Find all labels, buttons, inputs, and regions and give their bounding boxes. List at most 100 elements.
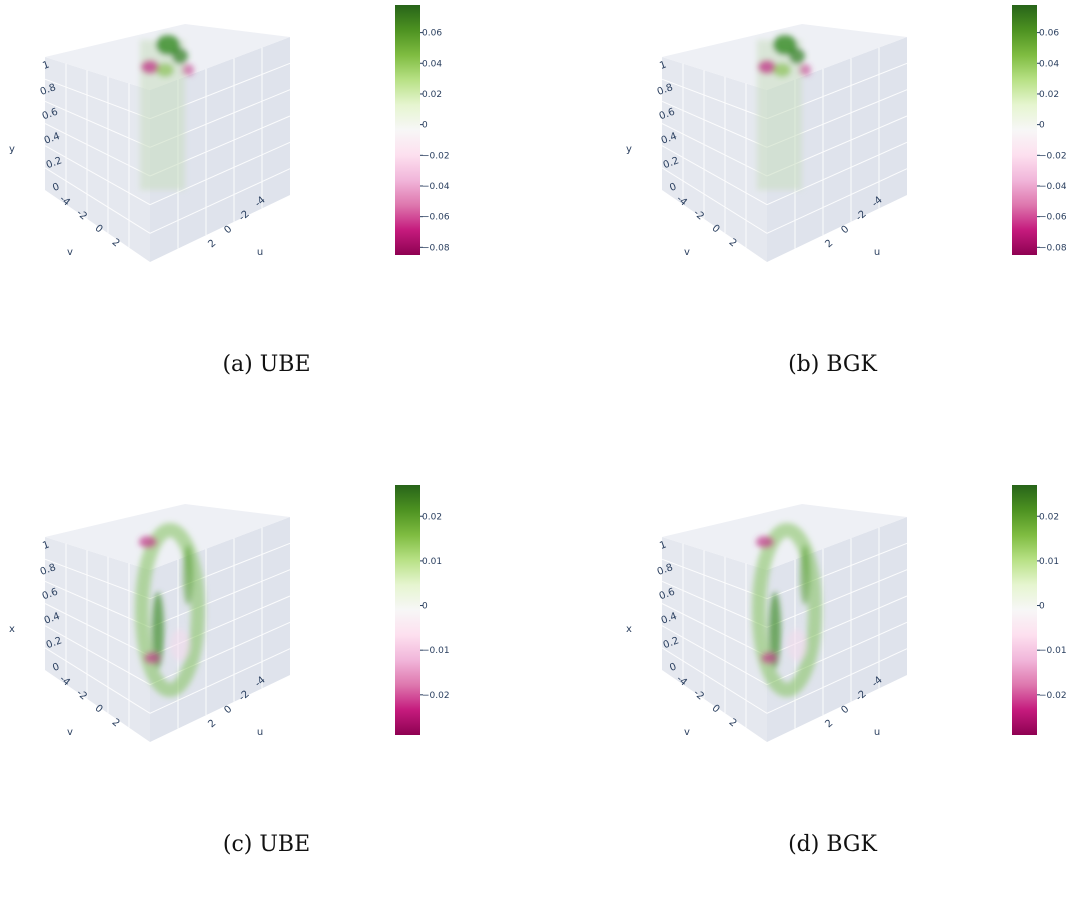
panel-a: 0 0.2 0.4 0.6 0.8 1 y -4 -2 0 2 v -4 -2 0 2 u 0.06 0.04 0.0… bbox=[0, 0, 533, 430]
positive-core bbox=[789, 48, 805, 64]
negative-core bbox=[787, 629, 807, 661]
v-axis-title: v bbox=[67, 247, 73, 258]
negative-core bbox=[139, 536, 157, 548]
z-axis-title: y bbox=[626, 144, 632, 155]
positive-core bbox=[183, 545, 193, 605]
panel-b: 0 0.2 0.4 0.6 0.8 1 y -4 -2 0 2 v -4 -2 0 2 u 0.06 0.04 0.0… bbox=[617, 0, 1066, 430]
caption-d: (d) BGK bbox=[788, 832, 877, 857]
colorbar-tick-label: 0.01 bbox=[1039, 557, 1059, 567]
chart-b: 00.20.40.60.81y-4-202v-4-202u0.060.040.0… bbox=[626, 5, 1066, 262]
positive-core bbox=[156, 35, 180, 55]
panel-c: 0 0.2 0.4 0.6 0.8 1 x -4 -2 0 2 v -4 -2 0 2 u 0.02 0.01 0 −0… bbox=[0, 480, 533, 910]
positive-core bbox=[156, 63, 174, 77]
colorbar bbox=[395, 485, 420, 735]
z-tick-label: 0.4 bbox=[660, 611, 679, 627]
v-tick-label: 2 bbox=[110, 237, 122, 250]
colorbar-tick-label: 0.06 bbox=[422, 29, 442, 39]
colorbar-tick-label: −0.08 bbox=[422, 243, 450, 253]
z-tick-label: 0.8 bbox=[39, 562, 58, 578]
u-tick-label: 2 bbox=[823, 238, 835, 251]
z-tick-label: 0.8 bbox=[656, 82, 675, 98]
colorbar-tick-label: 0.02 bbox=[1039, 512, 1059, 522]
v-tick-label: 2 bbox=[727, 237, 739, 250]
u-tick-label: 0 bbox=[222, 704, 234, 717]
colorbar-tick-label: −0.02 bbox=[422, 691, 450, 701]
positive-core bbox=[172, 48, 188, 64]
positive-core bbox=[769, 592, 781, 668]
z-tick-label: 1 bbox=[658, 59, 668, 72]
positive-core bbox=[800, 545, 810, 605]
colorbar-tick-label: −0.06 bbox=[1039, 213, 1066, 223]
colorbar bbox=[1012, 485, 1037, 735]
caption-b: (b) BGK bbox=[788, 352, 877, 377]
volume-render bbox=[752, 523, 822, 697]
z-tick-label: 0.4 bbox=[43, 611, 62, 627]
v-tick-label: 0 bbox=[93, 223, 105, 236]
z-tick-label: 0.8 bbox=[39, 82, 58, 98]
colorbar-tick-label: 0.02 bbox=[422, 90, 442, 100]
3d-scene bbox=[44, 504, 291, 742]
z-tick-label: 0.2 bbox=[662, 635, 681, 651]
back-left-wall bbox=[662, 537, 767, 742]
z-tick-label: 1 bbox=[41, 539, 51, 552]
v-tick-label: 2 bbox=[727, 717, 739, 730]
z-tick-label: 0.2 bbox=[662, 155, 681, 171]
v-tick-label: 2 bbox=[110, 717, 122, 730]
z-tick-label: 1 bbox=[41, 59, 51, 72]
negative-core bbox=[799, 64, 811, 76]
chart-c: 00.20.40.60.81x-4-202v-4-202u0.020.010−0… bbox=[9, 485, 450, 742]
z-tick-label: 0.6 bbox=[41, 587, 60, 603]
negative-core bbox=[141, 60, 159, 74]
z-tick-label: 0.6 bbox=[41, 107, 60, 123]
colorbar-tick-label: −0.02 bbox=[1039, 151, 1066, 161]
colorbar-tick-label: 0.01 bbox=[422, 557, 442, 567]
negative-core bbox=[144, 652, 160, 664]
z-axis-title: y bbox=[9, 144, 15, 155]
back-left-wall bbox=[45, 537, 150, 742]
z-tick-label: 0.6 bbox=[658, 587, 677, 603]
colorbar-tick-label: 0 bbox=[422, 121, 428, 131]
colorbar-tick-label: 0 bbox=[422, 602, 428, 612]
colorbar bbox=[1012, 5, 1037, 255]
back-left-wall bbox=[662, 57, 767, 262]
volume-ring bbox=[752, 523, 822, 697]
colorbar-tick-label: 0.02 bbox=[1039, 90, 1059, 100]
z-tick-label: 0.6 bbox=[658, 107, 677, 123]
z-tick-label: 0.4 bbox=[660, 131, 679, 147]
caption-a: (a) UBE bbox=[222, 352, 311, 377]
negative-core bbox=[756, 536, 774, 548]
colorbar-tick-label: 0.04 bbox=[422, 59, 442, 69]
u-tick-label: 2 bbox=[206, 238, 218, 251]
u-tick-label: 2 bbox=[823, 718, 835, 731]
z-tick-label: 0 bbox=[668, 661, 678, 674]
panel-d: 0 0.2 0.4 0.6 0.8 1 x -4 -2 0 2 v -4 -2 0 2 u 0.02 0.01 0 −0… bbox=[617, 480, 1066, 910]
v-axis-title: v bbox=[684, 247, 690, 258]
z-tick-label: 0.2 bbox=[45, 155, 64, 171]
volume-render bbox=[757, 35, 811, 190]
colorbar-tick-label: 0.06 bbox=[1039, 29, 1059, 39]
wall-grid bbox=[661, 527, 908, 729]
volume-render bbox=[140, 35, 194, 190]
chart-a: 00.20.40.60.81y-4-202v-4-202u0.060.040.0… bbox=[9, 5, 450, 262]
z-tick-label: 1 bbox=[658, 539, 668, 552]
u-axis-title: u bbox=[874, 727, 880, 738]
negative-core bbox=[761, 652, 777, 664]
z-tick-label: 0.2 bbox=[45, 635, 64, 651]
v-axis-title: v bbox=[684, 727, 690, 738]
negative-core bbox=[758, 60, 776, 74]
volume-ring bbox=[135, 523, 205, 697]
volume-render bbox=[135, 523, 205, 697]
colorbar-tick-label: −0.04 bbox=[422, 182, 450, 192]
colorbar-tick-label: 0 bbox=[1039, 121, 1045, 131]
u-axis-title: u bbox=[874, 247, 880, 258]
v-axis-title: v bbox=[67, 727, 73, 738]
z-tick-label: 0.8 bbox=[656, 562, 675, 578]
negative-core bbox=[182, 64, 194, 76]
colorbar-tick-label: 0 bbox=[1039, 602, 1045, 612]
u-tick-label: 0 bbox=[839, 704, 851, 717]
caption-c: (c) UBE bbox=[222, 832, 311, 857]
colorbar-tick-label: −0.04 bbox=[1039, 182, 1066, 192]
colorbar-tick-label: −0.06 bbox=[422, 213, 450, 223]
u-axis-title: u bbox=[257, 247, 263, 258]
v-tick-label: 0 bbox=[93, 703, 105, 716]
